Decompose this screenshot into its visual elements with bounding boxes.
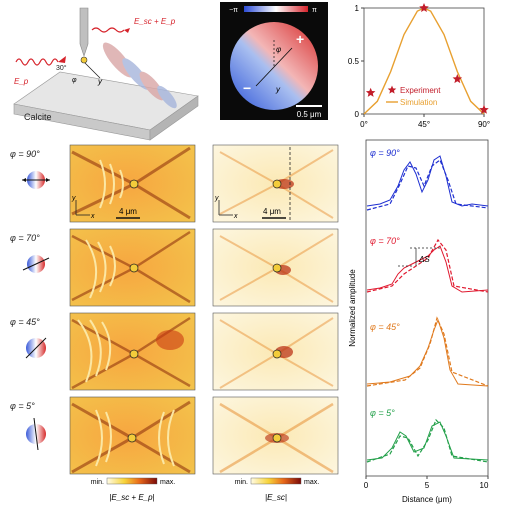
row-label-70: φ = 70° [10, 233, 40, 243]
profile-frame [365, 139, 489, 477]
scale-bar-left-label: 4 μm [119, 207, 137, 216]
schematic-panel: E_sc + E_p E_p 30° φ y Calcite [13, 7, 199, 141]
axis-y-mid: y [214, 195, 219, 202]
colorbar-left-label: |E_sc + E_p| [109, 493, 154, 502]
colorbar-mid-label: |E_sc| [265, 493, 287, 502]
experiment-point [452, 74, 463, 84]
row-labels: φ = 90° φ = 70° φ = 45° φ = 5° [10, 149, 50, 451]
row-label-45: φ = 45° [10, 317, 40, 327]
profile-chart: Normalized amplitude Distance (μm) 0 5 1… [348, 139, 489, 504]
incident-label: E_p [14, 77, 29, 86]
phase-minus: − [243, 80, 251, 96]
row-label-5: φ = 5° [10, 401, 35, 411]
trace-label-5: φ = 5° [370, 408, 395, 418]
angle-chart: 0 0.5 1 0° 45° 90° Experiment Simulation [348, 3, 490, 129]
angle-ytick-label: 1 [355, 4, 360, 13]
y-label-a: y [97, 77, 103, 86]
trace-45 [366, 316, 489, 387]
colorbar-mid-max: max. [304, 479, 319, 486]
image-mid-90 [212, 144, 339, 223]
image-left-5 [69, 396, 196, 475]
angle-xtick-label: 0° [360, 120, 368, 129]
phase-plus: + [296, 31, 304, 47]
image-mid-45 [212, 312, 339, 391]
row-label-90: φ = 90° [10, 149, 40, 159]
delta-label: ΔS [418, 255, 430, 264]
scale-bar-mid-label: 4 μm [263, 207, 281, 216]
profile-xtick-0: 0 [364, 481, 369, 490]
sphere-icon-70 [22, 255, 50, 273]
angle-xtick-label: 90° [478, 120, 490, 129]
angle-ytick-label: 0 [355, 110, 360, 119]
trace-5 [366, 418, 489, 463]
legend-simulation-label: Simulation [400, 98, 437, 107]
angle-label: 30° [56, 64, 67, 72]
sphere-icon-90 [22, 171, 50, 189]
experiment-point [479, 104, 489, 114]
trace-label-70: φ = 70° [370, 236, 400, 246]
phase-scale-label: 0.5 μm [297, 110, 322, 119]
experiment-point [419, 3, 429, 13]
profile-xtick-10: 10 [480, 481, 489, 490]
profile-xtick-5: 5 [425, 481, 430, 490]
legend-experiment-marker [387, 85, 397, 94]
image-mid-70 [212, 228, 339, 307]
axis-y-left: y [71, 195, 76, 202]
colorbar-left-max: max. [160, 479, 175, 486]
phase-y: y [275, 85, 281, 94]
angle-ytick-label: 0.5 [348, 57, 360, 66]
profile-ylabel: Normalized amplitude [348, 269, 357, 347]
axes-marker-left: y x [71, 195, 95, 220]
colorbar-left: min. max. |E_sc + E_p| [91, 477, 175, 502]
phase-axis-line [255, 47, 293, 87]
sphere-icon-45 [25, 337, 47, 359]
trace-label-90: φ = 90° [370, 148, 400, 158]
angle-xtick-label: 45° [418, 120, 430, 129]
trace-70 [366, 238, 489, 293]
scattered-wave [91, 27, 125, 33]
profile-xlabel: Distance (μm) [402, 495, 452, 504]
y-axis-a [83, 61, 101, 79]
image-left-45 [69, 312, 196, 391]
phase-phi: φ [276, 45, 281, 54]
phase-colorbar [244, 6, 308, 12]
tip-disk [80, 56, 88, 64]
phase-min-label: −π [229, 7, 238, 14]
sample-wave-pattern [102, 42, 177, 109]
trace-90 [366, 155, 489, 211]
image-mid-5 [212, 396, 339, 475]
trace-label-45: φ = 45° [370, 322, 400, 332]
colorbar-mid: min. max. |E_sc| [235, 477, 319, 502]
phi-label-a: φ [72, 77, 77, 84]
colorbar-mid-min: min. [235, 479, 248, 486]
legend-experiment-label: Experiment [400, 86, 441, 95]
axes-marker-mid: y x [214, 195, 238, 220]
substrate-label: Calcite [24, 112, 52, 122]
phase-max-label: π [312, 7, 317, 14]
delta-annotation [398, 247, 440, 267]
axis-x-left: x [90, 213, 95, 220]
middle-image-column: y x 4 μm [212, 144, 339, 475]
left-image-column: y x 4 μm [69, 144, 196, 475]
colorbar-left-min: min. [91, 479, 104, 486]
axis-x-mid: x [233, 213, 238, 220]
phase-map-panel: −π π + − φ y 0.5 μm [220, 2, 328, 120]
sphere-icon-5 [26, 417, 46, 451]
incident-wave [15, 58, 59, 66]
afm-tip [79, 7, 89, 57]
tip-field-label: E_sc + E_p [134, 17, 176, 26]
image-left-70 [69, 228, 196, 307]
experiment-point [365, 87, 376, 97]
image-left-90 [69, 144, 196, 223]
